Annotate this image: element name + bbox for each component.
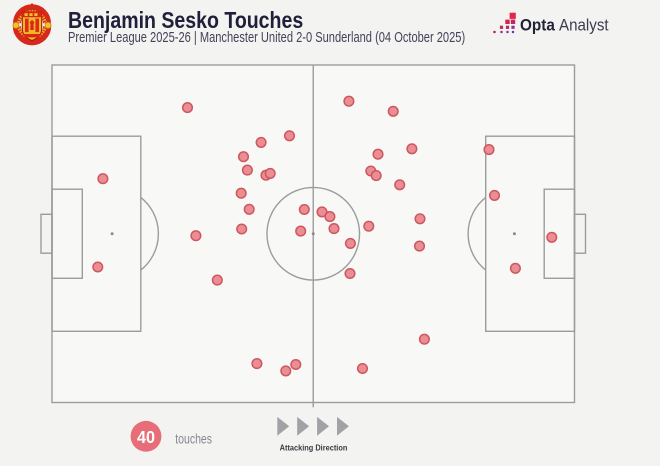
svg-text:Opta: Opta (520, 16, 556, 35)
svg-text:touches: touches (175, 431, 212, 447)
svg-text:Attacking Direction: Attacking Direction (280, 443, 348, 453)
svg-text:40: 40 (137, 427, 155, 447)
svg-text:Premier League 2025-26 | Manch: Premier League 2025-26 | Manchester Unit… (68, 29, 465, 46)
svg-text:Benjamin Sesko Touches: Benjamin Sesko Touches (68, 8, 303, 34)
svg-text:Analyst: Analyst (559, 16, 609, 35)
